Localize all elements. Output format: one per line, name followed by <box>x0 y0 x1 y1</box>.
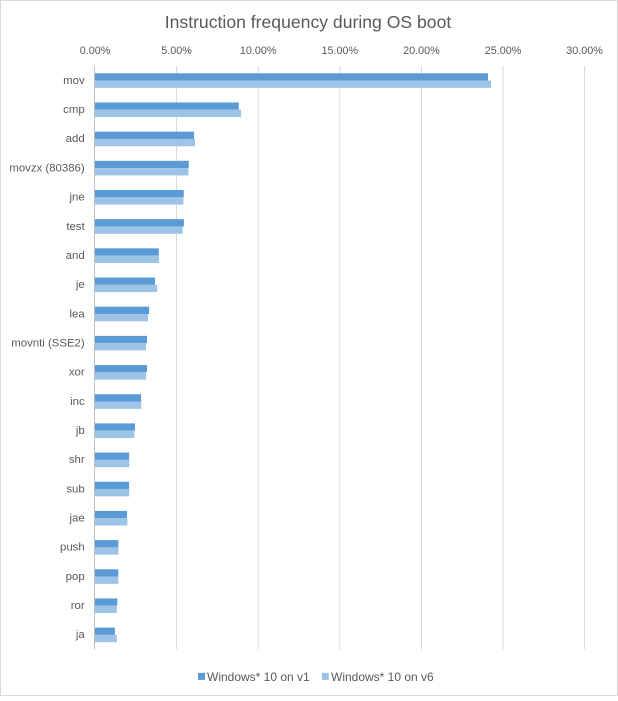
svg-text:sub: sub <box>66 483 84 495</box>
svg-text:pop: pop <box>66 571 85 583</box>
svg-text:movnti (SSE2): movnti (SSE2) <box>11 337 85 349</box>
svg-text:je: je <box>75 279 85 291</box>
svg-text:ror: ror <box>71 600 85 612</box>
svg-text:jb: jb <box>75 425 85 437</box>
svg-text:10.00%: 10.00% <box>240 45 277 57</box>
svg-text:inc: inc <box>70 396 85 408</box>
svg-text:20.00%: 20.00% <box>403 45 440 57</box>
svg-text:Windows* 10 on v6: Windows* 10 on v6 <box>331 670 434 684</box>
svg-text:movzx (80386): movzx (80386) <box>9 162 85 174</box>
svg-text:lea: lea <box>69 308 85 320</box>
svg-text:add: add <box>66 133 85 145</box>
svg-text:30.00%: 30.00% <box>566 45 603 57</box>
svg-text:push: push <box>60 542 85 554</box>
svg-text:Instruction frequency during O: Instruction frequency during OS boot <box>165 12 452 32</box>
svg-text:jae: jae <box>68 513 84 525</box>
svg-text:test: test <box>66 221 85 233</box>
svg-text:jne: jne <box>68 192 84 204</box>
svg-text:shr: shr <box>69 454 85 466</box>
svg-text:cmp: cmp <box>63 104 85 116</box>
svg-text:0.00%: 0.00% <box>80 45 111 57</box>
svg-text:xor: xor <box>69 367 85 379</box>
svg-text:5.00%: 5.00% <box>161 45 192 57</box>
svg-text:25.00%: 25.00% <box>485 45 522 57</box>
svg-text:and: and <box>66 250 85 262</box>
svg-text:15.00%: 15.00% <box>321 45 358 57</box>
svg-text:mov: mov <box>63 75 85 87</box>
svg-text:Windows* 10 on v1: Windows* 10 on v1 <box>207 670 310 684</box>
svg-text:ja: ja <box>75 629 86 641</box>
